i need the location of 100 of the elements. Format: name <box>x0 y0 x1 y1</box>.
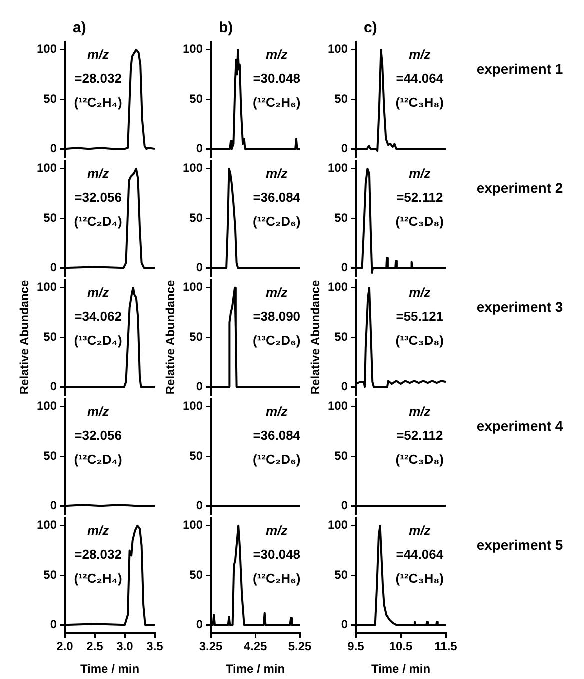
y-tick-label: 50 <box>190 330 204 344</box>
y-tick-label: 100 <box>328 161 348 176</box>
y-tick-label: 0 <box>50 498 58 512</box>
annotation: (¹²C₂D₄) <box>74 452 122 467</box>
y-tick-label: 100 <box>182 161 204 176</box>
x-tick-label: 9.5 <box>348 640 365 654</box>
annotation: =32.056 <box>74 428 122 443</box>
x-axis-title: Time / min <box>371 662 431 676</box>
y-tick-label: 50 <box>44 568 58 582</box>
y-tick-label: 100 <box>36 280 58 294</box>
y-tick-label: 50 <box>190 448 204 463</box>
chart-title: b) <box>219 20 234 37</box>
y-tick-label: 0 <box>50 617 58 632</box>
annotation: (¹²C₃H₈) <box>396 95 444 110</box>
x-tick-label: 10.5 <box>389 640 413 654</box>
text: experiment 4 <box>476 418 564 434</box>
chart-title: a) <box>73 20 86 37</box>
annotation: =55.121 <box>396 309 444 324</box>
annotation: =44.064 <box>396 547 444 562</box>
y-tick-label: 100 <box>36 42 58 56</box>
x-tick-label: 3.0 <box>116 640 134 654</box>
annotation: =36.084 <box>253 190 302 205</box>
x-tick-label: 2.5 <box>86 640 104 654</box>
y-tick-label: 0 <box>196 141 204 156</box>
annotation: (¹²C₃H₈) <box>396 571 444 586</box>
annotation: m/z <box>266 47 288 62</box>
annotation: =32.056 <box>74 190 122 205</box>
x-axis-title: Time / min <box>226 662 286 676</box>
annotation: m/z <box>87 404 110 419</box>
annotation: (¹²C₃D₈) <box>396 214 444 229</box>
annotation: m/z <box>409 285 432 300</box>
annotation: (¹²C₂H₆) <box>252 571 301 586</box>
annotation: =28.032 <box>74 547 122 562</box>
annotation: m/z <box>409 166 432 181</box>
annotation: m/z <box>409 404 432 419</box>
y-tick-label: 100 <box>36 161 58 176</box>
text: experiment 1 <box>476 61 564 77</box>
annotation: =30.048 <box>253 547 301 562</box>
annotation: =36.084 <box>253 428 302 443</box>
annotation: m/z <box>266 285 288 300</box>
y-tick-label: 0 <box>196 617 204 632</box>
text: experiment 5 <box>476 537 564 553</box>
y-tick-label: 50 <box>334 92 348 106</box>
y-tick-label: 0 <box>341 379 348 394</box>
y-tick-label: 50 <box>44 448 58 463</box>
annotation: (¹³C₂D₆) <box>252 333 301 348</box>
y-tick-label: 100 <box>328 42 348 56</box>
annotation: m/z <box>87 47 110 62</box>
y-tick-label: 50 <box>44 330 58 344</box>
text: experiment 2 <box>476 180 564 196</box>
y-tick-label: 0 <box>341 260 348 274</box>
y-tick-label: 50 <box>334 448 348 463</box>
annotation: (¹²C₂H₄) <box>74 95 122 110</box>
y-tick-label: 0 <box>196 379 204 394</box>
annotation: (¹²C₂H₄) <box>74 571 122 586</box>
annotation: =44.064 <box>396 71 444 86</box>
annotation: (¹³C₃D₈) <box>396 333 444 348</box>
annotation: m/z <box>266 523 288 538</box>
y-tick-label: 0 <box>196 498 204 512</box>
y-tick-label: 50 <box>334 330 348 344</box>
y-tick-label: 100 <box>328 518 348 532</box>
y-tick-label: 0 <box>50 260 58 274</box>
chart-title: c) <box>364 20 378 37</box>
y-axis-title: Relative Abundance <box>163 280 178 395</box>
y-tick-label: 50 <box>190 210 204 225</box>
y-tick-label: 0 <box>341 617 348 632</box>
annotation: m/z <box>87 166 110 181</box>
y-tick-label: 0 <box>50 379 58 394</box>
y-tick-label: 100 <box>182 399 204 414</box>
y-tick-label: 100 <box>182 42 204 56</box>
y-tick-label: 50 <box>44 210 58 225</box>
annotation: m/z <box>409 47 432 62</box>
annotation: =30.048 <box>253 71 301 86</box>
y-tick-label: 0 <box>341 141 348 156</box>
annotation: =38.090 <box>253 309 301 324</box>
y-tick-label: 100 <box>36 399 58 414</box>
y-tick-label: 50 <box>334 210 348 225</box>
annotation: =52.112 <box>396 428 444 443</box>
annotation: =34.062 <box>74 309 122 324</box>
annotation: (¹²C₃D₈) <box>396 452 444 467</box>
y-tick-label: 100 <box>328 399 348 414</box>
annotation: m/z <box>87 523 110 538</box>
y-tick-label: 100 <box>182 280 204 294</box>
y-tick-label: 50 <box>190 92 204 106</box>
y-tick-label: 50 <box>44 92 58 106</box>
annotation: (¹³C₂D₄) <box>74 333 122 348</box>
annotation: =28.032 <box>74 71 122 86</box>
annotation: (¹²C₂D₆) <box>252 452 301 467</box>
y-tick-label: 50 <box>190 568 204 582</box>
y-tick-label: 50 <box>334 568 348 582</box>
y-tick-label: 100 <box>36 518 58 532</box>
annotation: m/z <box>87 285 110 300</box>
annotation: =52.112 <box>396 190 444 205</box>
annotation: m/z <box>266 166 288 181</box>
y-tick-label: 0 <box>50 141 58 156</box>
y-tick-label: 100 <box>328 280 348 294</box>
y-tick-label: 0 <box>341 498 348 512</box>
y-axis-title: Relative Abundance <box>308 280 322 395</box>
annotation: (¹²C₂D₄) <box>74 214 122 229</box>
y-tick-label: 0 <box>196 260 204 274</box>
